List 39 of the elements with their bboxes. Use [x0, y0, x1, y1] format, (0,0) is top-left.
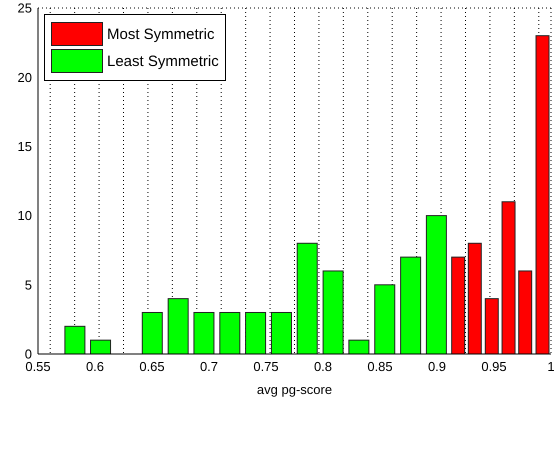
legend-label: Least Symmetric: [107, 52, 219, 70]
y-tick-label: 10: [18, 208, 32, 224]
y-tick-label: 20: [18, 70, 32, 85]
bar: [536, 35, 550, 354]
x-tick-label: 0.9: [428, 359, 446, 374]
bar: [270, 312, 292, 354]
bar: [426, 215, 447, 354]
bar: [142, 312, 163, 354]
bar: [219, 312, 240, 354]
bar: [502, 201, 516, 354]
legend-label: Most Symmetric: [107, 26, 215, 42]
x-tick-label: 0.55: [25, 359, 51, 374]
bar: [245, 312, 266, 354]
y-tick-label: 25: [18, 0, 32, 16]
bar: [374, 284, 396, 354]
bar: [400, 256, 422, 354]
x-tick-label: 0.6: [86, 359, 104, 374]
bar: [518, 270, 532, 354]
x-tick-label: 0.65: [139, 359, 165, 374]
bar: [468, 242, 482, 354]
bar: [168, 298, 189, 354]
x-tick-label: 0.95: [481, 359, 507, 374]
bar: [64, 326, 86, 354]
y-tick-label: 15: [18, 139, 32, 154]
y-tick-label: 5: [24, 277, 32, 292]
bar: [484, 298, 499, 354]
x-tick-label: 1: [547, 359, 555, 374]
bar: [348, 340, 370, 354]
x-tick-label: 0.85: [367, 359, 393, 374]
x-axis-title: avg pg-score: [256, 382, 332, 397]
x-tick-label: 0.8: [314, 359, 332, 374]
x-tick-label: 0.75: [253, 359, 279, 374]
bar: [193, 312, 214, 354]
bar: [90, 340, 112, 354]
x-tick-label: 0.7: [200, 359, 218, 374]
bar: [322, 270, 344, 354]
y-tick-label: 0: [24, 346, 32, 362]
bar: [451, 256, 466, 354]
bar: [296, 242, 318, 354]
